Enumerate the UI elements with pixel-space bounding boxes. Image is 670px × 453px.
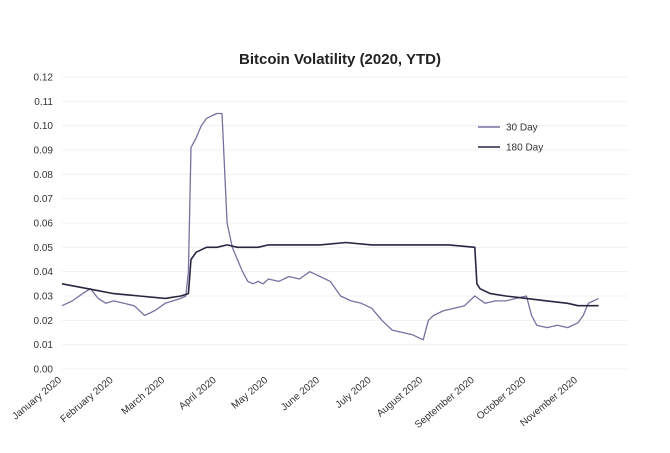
legend-label: 180 Day	[506, 143, 543, 154]
y-axis: 0.00 0.01 0.02 0.03 0.04 0.05 0.06 0.07 0.08 0.09…	[34, 73, 54, 376]
series-group	[61, 112, 599, 341]
y-tick-label: 0.01	[34, 340, 54, 351]
y-tick-label: 0.02	[34, 316, 54, 327]
y-tick-label: 0.07	[34, 194, 54, 205]
gridlines	[62, 76, 628, 370]
x-tick-label: April 2020	[177, 375, 219, 413]
x-tick-label: March 2020	[120, 375, 168, 418]
x-tick-label: January 2020	[10, 375, 64, 423]
legend-label: 30 Day	[506, 123, 538, 134]
x-tick-label: May 2020	[230, 375, 271, 412]
y-tick-label: 0.08	[34, 170, 54, 181]
chart-title: Bitcoin Volatility (2020, YTD)	[239, 51, 441, 68]
series-line-180-day	[61, 241, 599, 307]
y-tick-label: 0.04	[34, 267, 54, 278]
y-tick-label: 0.12	[34, 73, 54, 84]
y-tick-label: 0.10	[34, 121, 54, 132]
x-tick-label: October 2020	[475, 375, 529, 423]
y-tick-label: 0.11	[34, 97, 53, 108]
y-tick-label: 0.03	[34, 292, 54, 303]
y-tick-label: 0.05	[34, 243, 54, 254]
x-tick-label: July 2020	[334, 375, 374, 411]
y-tick-label: 0.00	[34, 365, 54, 376]
series-line-30-day	[61, 112, 599, 341]
x-tick-label: June 2020	[279, 375, 322, 414]
y-tick-label: 0.06	[34, 219, 54, 230]
legend: 30 Day 180 Day	[478, 123, 543, 154]
x-tick-label: February 2020	[59, 375, 116, 426]
y-tick-label: 0.09	[34, 146, 54, 157]
x-tick-label: August 2020	[375, 375, 425, 420]
